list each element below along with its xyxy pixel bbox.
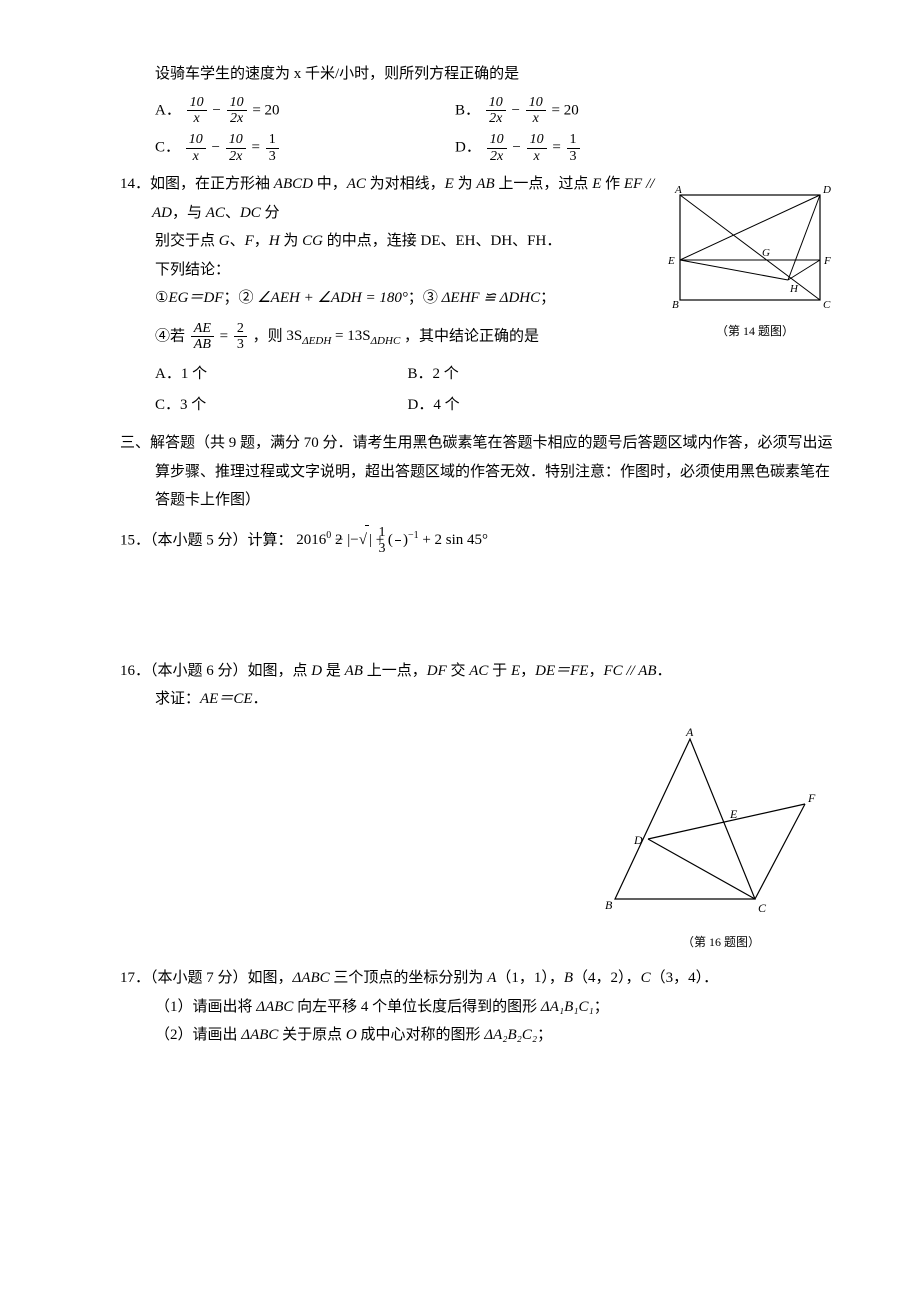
q14-option-C: C．3 个 (155, 391, 408, 420)
q13-options-row2: C． 10x − 102x = 13 D． 102x − 10x = 13 (70, 132, 850, 164)
q15: 15．（本小题 5 分）计算： 20160 − |−√2| + (13)−1 +… (70, 525, 850, 557)
svg-text:E: E (667, 255, 675, 267)
section3-head: 三、解答题（共 9 题，满分 70 分．请考生用黑色碳素笔在答题卡相应的题号后答… (70, 429, 850, 458)
q13-option-A: A． 10x − 102x = 20 (155, 95, 455, 127)
q14-conclusions: ①EG＝DF；② ∠AEH + ∠ADH = 180°；③ ΔEHF ≌ ΔDH… (70, 284, 660, 313)
q14-option-D: D．4 个 (408, 391, 661, 420)
svg-text:B: B (605, 898, 613, 912)
svg-text:A: A (674, 184, 682, 196)
section3-head2: 算步骤、推理过程或文字说明，超出答题区域的作答无效．特别注意：作图时，必须使用黑… (70, 458, 850, 487)
q14-line2: 别交于点 G、F，H 为 CG 的中点，连接 DE、EH、DH、FH． (70, 227, 660, 256)
svg-text:E: E (729, 807, 738, 821)
q17-sub2: （2）请画出 ΔABC 关于原点 O 成中心对称的图形 ΔA₂B₂C₂； (70, 1021, 850, 1050)
svg-text:D: D (633, 833, 643, 847)
q16-figure-caption: （第 16 题图） (70, 931, 820, 954)
svg-text:B: B (672, 299, 679, 311)
svg-text:C: C (823, 299, 831, 311)
q17-sub1: （1）请画出将 ΔABC 向左平移 4 个单位长度后得到的图形 ΔA₁B₁C₁； (70, 993, 850, 1022)
q14-figure-caption: （第 14 题图） (660, 320, 850, 343)
svg-text:D: D (822, 184, 831, 196)
section3-head3: 答题卡上作图） (70, 486, 850, 515)
q14-option-B: B．2 个 (408, 360, 661, 389)
q14-figure: A D B C E F G H （第 14 题图） (660, 180, 850, 343)
q13-option-C: C． 10x − 102x = 13 (155, 132, 455, 164)
q13-option-D: D． 102x − 10x = 13 (455, 132, 850, 164)
svg-text:C: C (758, 901, 767, 915)
q13-options-row1: A． 10x − 102x = 20 B． 102x − 10x = 20 (70, 95, 850, 127)
svg-text:F: F (807, 791, 816, 805)
q14-line1: 14．如图，在正方形袖 ABCD 中，AC 为对相线，E 为 AB 上一点，过点… (70, 170, 660, 227)
q14-options-row2: C．3 个 D．4 个 (70, 391, 660, 420)
q16-figure: A B C D E F （第 16 题图） (70, 724, 850, 955)
q14-line3: 下列结论： (70, 256, 660, 285)
q14-option-A: A．1 个 (155, 360, 408, 389)
q13-option-B: B． 102x − 10x = 20 (455, 95, 850, 127)
svg-text:F: F (823, 255, 831, 267)
svg-text:G: G (762, 247, 770, 259)
svg-text:H: H (789, 283, 799, 295)
q13-stem: 设骑车学生的速度为 x 千米/小时，则所列方程正确的是 (70, 60, 850, 89)
q16-line1: 16．（本小题 6 分）如图，点 D 是 AB 上一点，DF 交 AC 于 E，… (70, 657, 850, 686)
svg-text:A: A (685, 725, 694, 739)
q14-conclusion4: ④若 AEAB = 23 ，则 3SΔEDH = 13SΔDHC ，其中结论正确… (70, 321, 660, 353)
q16-line2: 求证：AE＝CE． (70, 685, 850, 714)
q17-line1: 17．（本小题 7 分）如图，ΔABC 三个顶点的坐标分别为 A（1，1），B（… (70, 964, 850, 993)
q14-options-row1: A．1 个 B．2 个 (70, 360, 660, 389)
